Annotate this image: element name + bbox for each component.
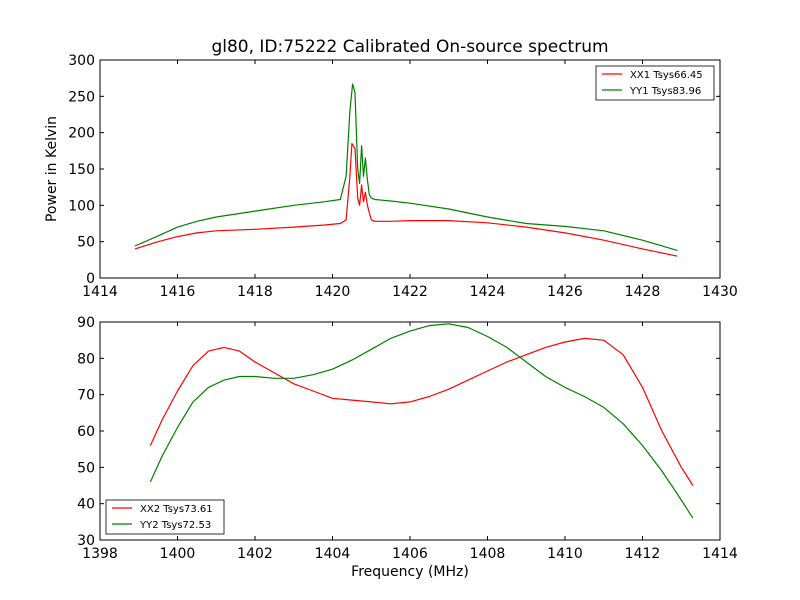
bottom-y-tick-label: 90 bbox=[77, 315, 95, 331]
bottom-y-tick-label: 60 bbox=[77, 424, 95, 440]
top-x-tick-label: 1416 bbox=[160, 284, 196, 300]
bottom-y-tick-label: 50 bbox=[77, 460, 95, 476]
top-x-tick-label: 1428 bbox=[625, 284, 661, 300]
top-x-tick-label: 1414 bbox=[82, 284, 118, 300]
top-x-tick-label: 1420 bbox=[315, 284, 351, 300]
top-y-tick-label: 200 bbox=[68, 126, 95, 142]
top-plot-series bbox=[134, 83, 678, 257]
top-y-tick-label: 300 bbox=[68, 53, 95, 69]
top-x-tick-label: 1430 bbox=[702, 284, 738, 300]
bottom-x-tick-label: 1400 bbox=[160, 546, 196, 562]
top-y-tick-label: 150 bbox=[68, 162, 95, 178]
bottom-x-tick-label: 1408 bbox=[470, 546, 506, 562]
bottom-x-tick-label: 1406 bbox=[392, 546, 428, 562]
bottom-legend-label-yy2: YY2 Tsys72.53 bbox=[139, 520, 211, 531]
bottom-plot: 1398 1400 1402 1404 1406 1408 1410 1412 1414 30 40… bbox=[77, 315, 738, 580]
top-y-tick-label: 100 bbox=[68, 198, 95, 214]
bottom-legend-label-xx2: XX2 Tsys73.61 bbox=[140, 504, 213, 515]
top-plot-legend: XX1 Tsys66.45 YY1 Tsys83.96 bbox=[595, 65, 715, 101]
bottom-x-tick-label: 1414 bbox=[702, 546, 738, 562]
top-plot-y-axis-label: Power in Kelvin bbox=[44, 116, 60, 222]
bottom-x-tick-label: 1402 bbox=[237, 546, 273, 562]
bottom-y-tick-label: 30 bbox=[77, 533, 95, 549]
bottom-x-tick-label: 1404 bbox=[315, 546, 351, 562]
top-y-tick-label: 250 bbox=[68, 89, 95, 105]
bottom-x-tick-label: 1412 bbox=[625, 546, 661, 562]
bottom-plot-series bbox=[149, 323, 694, 519]
top-plot-ticks: 1414 1416 1418 1420 1422 1424 1426 1428 1430 0 50 1… bbox=[68, 53, 738, 300]
top-legend-box bbox=[595, 65, 715, 101]
top-x-tick-label: 1426 bbox=[547, 284, 583, 300]
bottom-x-tick-label: 1398 bbox=[82, 546, 118, 562]
bottom-series-line-1 bbox=[149, 323, 694, 519]
top-y-tick-label: 0 bbox=[86, 271, 95, 287]
top-x-tick-label: 1418 bbox=[237, 284, 273, 300]
chart-title: gl80, ID:75222 Calibrated On-source spec… bbox=[211, 37, 608, 57]
top-plot: 1414 1416 1418 1420 1422 1424 1426 1428 1430 0 50 1… bbox=[44, 53, 738, 300]
top-series-line-1 bbox=[134, 83, 678, 251]
bottom-y-tick-label: 40 bbox=[77, 497, 95, 513]
bottom-plot-ticks: 1398 1400 1402 1404 1406 1408 1410 1412 1414 30 40… bbox=[77, 315, 738, 562]
bottom-x-tick-label: 1410 bbox=[547, 546, 583, 562]
top-y-tick-label: 50 bbox=[77, 235, 95, 251]
top-series-line-0 bbox=[134, 143, 678, 257]
bottom-legend-box bbox=[105, 499, 225, 535]
top-legend-label-xx1: XX1 Tsys66.45 bbox=[630, 70, 703, 81]
bottom-plot-legend: XX2 Tsys73.61 YY2 Tsys72.53 bbox=[105, 499, 225, 535]
bottom-y-tick-label: 70 bbox=[77, 388, 95, 404]
bottom-series-line-0 bbox=[149, 337, 694, 486]
x-axis-label: Frequency (MHz) bbox=[351, 564, 469, 580]
bottom-y-tick-label: 80 bbox=[77, 351, 95, 367]
top-legend-label-yy1: YY1 Tsys83.96 bbox=[629, 86, 701, 97]
top-x-tick-label: 1422 bbox=[392, 284, 428, 300]
top-x-tick-label: 1424 bbox=[470, 284, 506, 300]
